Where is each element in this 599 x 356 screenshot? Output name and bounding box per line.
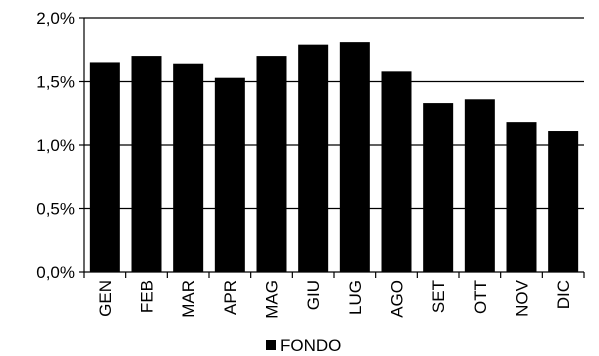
x-tick-label: LUG [346, 280, 365, 315]
x-tick-label: AGO [388, 280, 407, 318]
y-tick-labels: 0,0% 0,5% 1,0% 1,5% 2,0% [36, 9, 75, 282]
bar-ott [464, 99, 495, 272]
gridlines [84, 17, 584, 210]
bar-giu [298, 44, 329, 272]
bar-lug [339, 42, 370, 272]
y-tick-label: 0,5% [36, 200, 75, 219]
bar-mag [256, 56, 287, 272]
x-tick-label: MAG [263, 280, 282, 319]
axes [79, 17, 585, 278]
y-tick-label: 2,0% [36, 9, 75, 28]
x-tick-label: SET [429, 280, 448, 313]
x-tick-label: OTT [471, 280, 490, 314]
bar-mar [173, 63, 204, 272]
bar-feb [131, 56, 162, 272]
y-tick-label: 0,0% [36, 263, 75, 282]
x-tick-label: GEN [96, 280, 115, 317]
bar-set [423, 103, 454, 272]
x-tick-label: GIU [304, 280, 323, 310]
legend-label: FONDO [280, 336, 341, 355]
x-tick-label: APR [221, 280, 240, 315]
bar-dic [548, 131, 579, 272]
bars [89, 42, 579, 273]
bar-nov [506, 122, 537, 272]
legend: FONDO [266, 336, 341, 355]
bar-gen [89, 62, 120, 273]
x-tick-labels: GEN FEB MAR APR MAG GIU LUG AGO SET OTT NOV DIC [96, 279, 573, 318]
x-tick-label: FEB [138, 280, 157, 313]
y-tick-label: 1,5% [36, 73, 75, 92]
bar-apr [214, 77, 245, 272]
x-tick-label: NOV [513, 279, 532, 317]
bar-ago [381, 71, 412, 272]
x-tick-label: DIC [554, 280, 573, 309]
x-tick-label: MAR [179, 280, 198, 318]
legend-swatch [266, 340, 276, 350]
y-tick-label: 1,0% [36, 136, 75, 155]
